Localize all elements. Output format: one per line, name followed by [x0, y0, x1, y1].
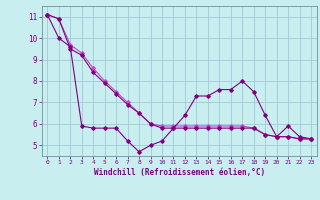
X-axis label: Windchill (Refroidissement éolien,°C): Windchill (Refroidissement éolien,°C) [94, 168, 265, 177]
